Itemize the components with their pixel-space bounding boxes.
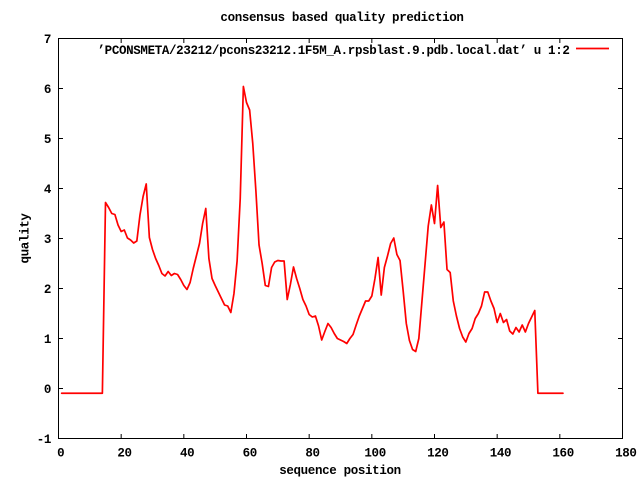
svg-text:2: 2 <box>44 283 51 297</box>
svg-text:1: 1 <box>44 333 51 347</box>
svg-text:140: 140 <box>490 447 511 461</box>
svg-text:160: 160 <box>552 447 573 461</box>
svg-text:-1: -1 <box>37 433 51 447</box>
svg-text:20: 20 <box>117 447 131 461</box>
svg-text:quality: quality <box>19 213 33 264</box>
svg-text:sequence position: sequence position <box>279 464 401 478</box>
svg-text:100: 100 <box>364 447 385 461</box>
svg-text:’PCONSMETA/23212/pcons23212.1F: ’PCONSMETA/23212/pcons23212.1F5M_A.rpsbl… <box>98 44 570 58</box>
svg-text:7: 7 <box>44 33 51 47</box>
svg-text:180: 180 <box>615 447 636 461</box>
svg-text:3: 3 <box>44 233 51 247</box>
svg-text:0: 0 <box>57 447 64 461</box>
svg-text:40: 40 <box>180 447 194 461</box>
svg-text:consensus based quality predic: consensus based quality prediction <box>220 11 463 25</box>
svg-text:80: 80 <box>305 447 319 461</box>
svg-text:60: 60 <box>243 447 257 461</box>
svg-text:6: 6 <box>44 83 51 97</box>
svg-text:5: 5 <box>44 133 51 147</box>
svg-text:120: 120 <box>427 447 448 461</box>
svg-text:0: 0 <box>44 383 51 397</box>
svg-text:4: 4 <box>44 183 52 197</box>
